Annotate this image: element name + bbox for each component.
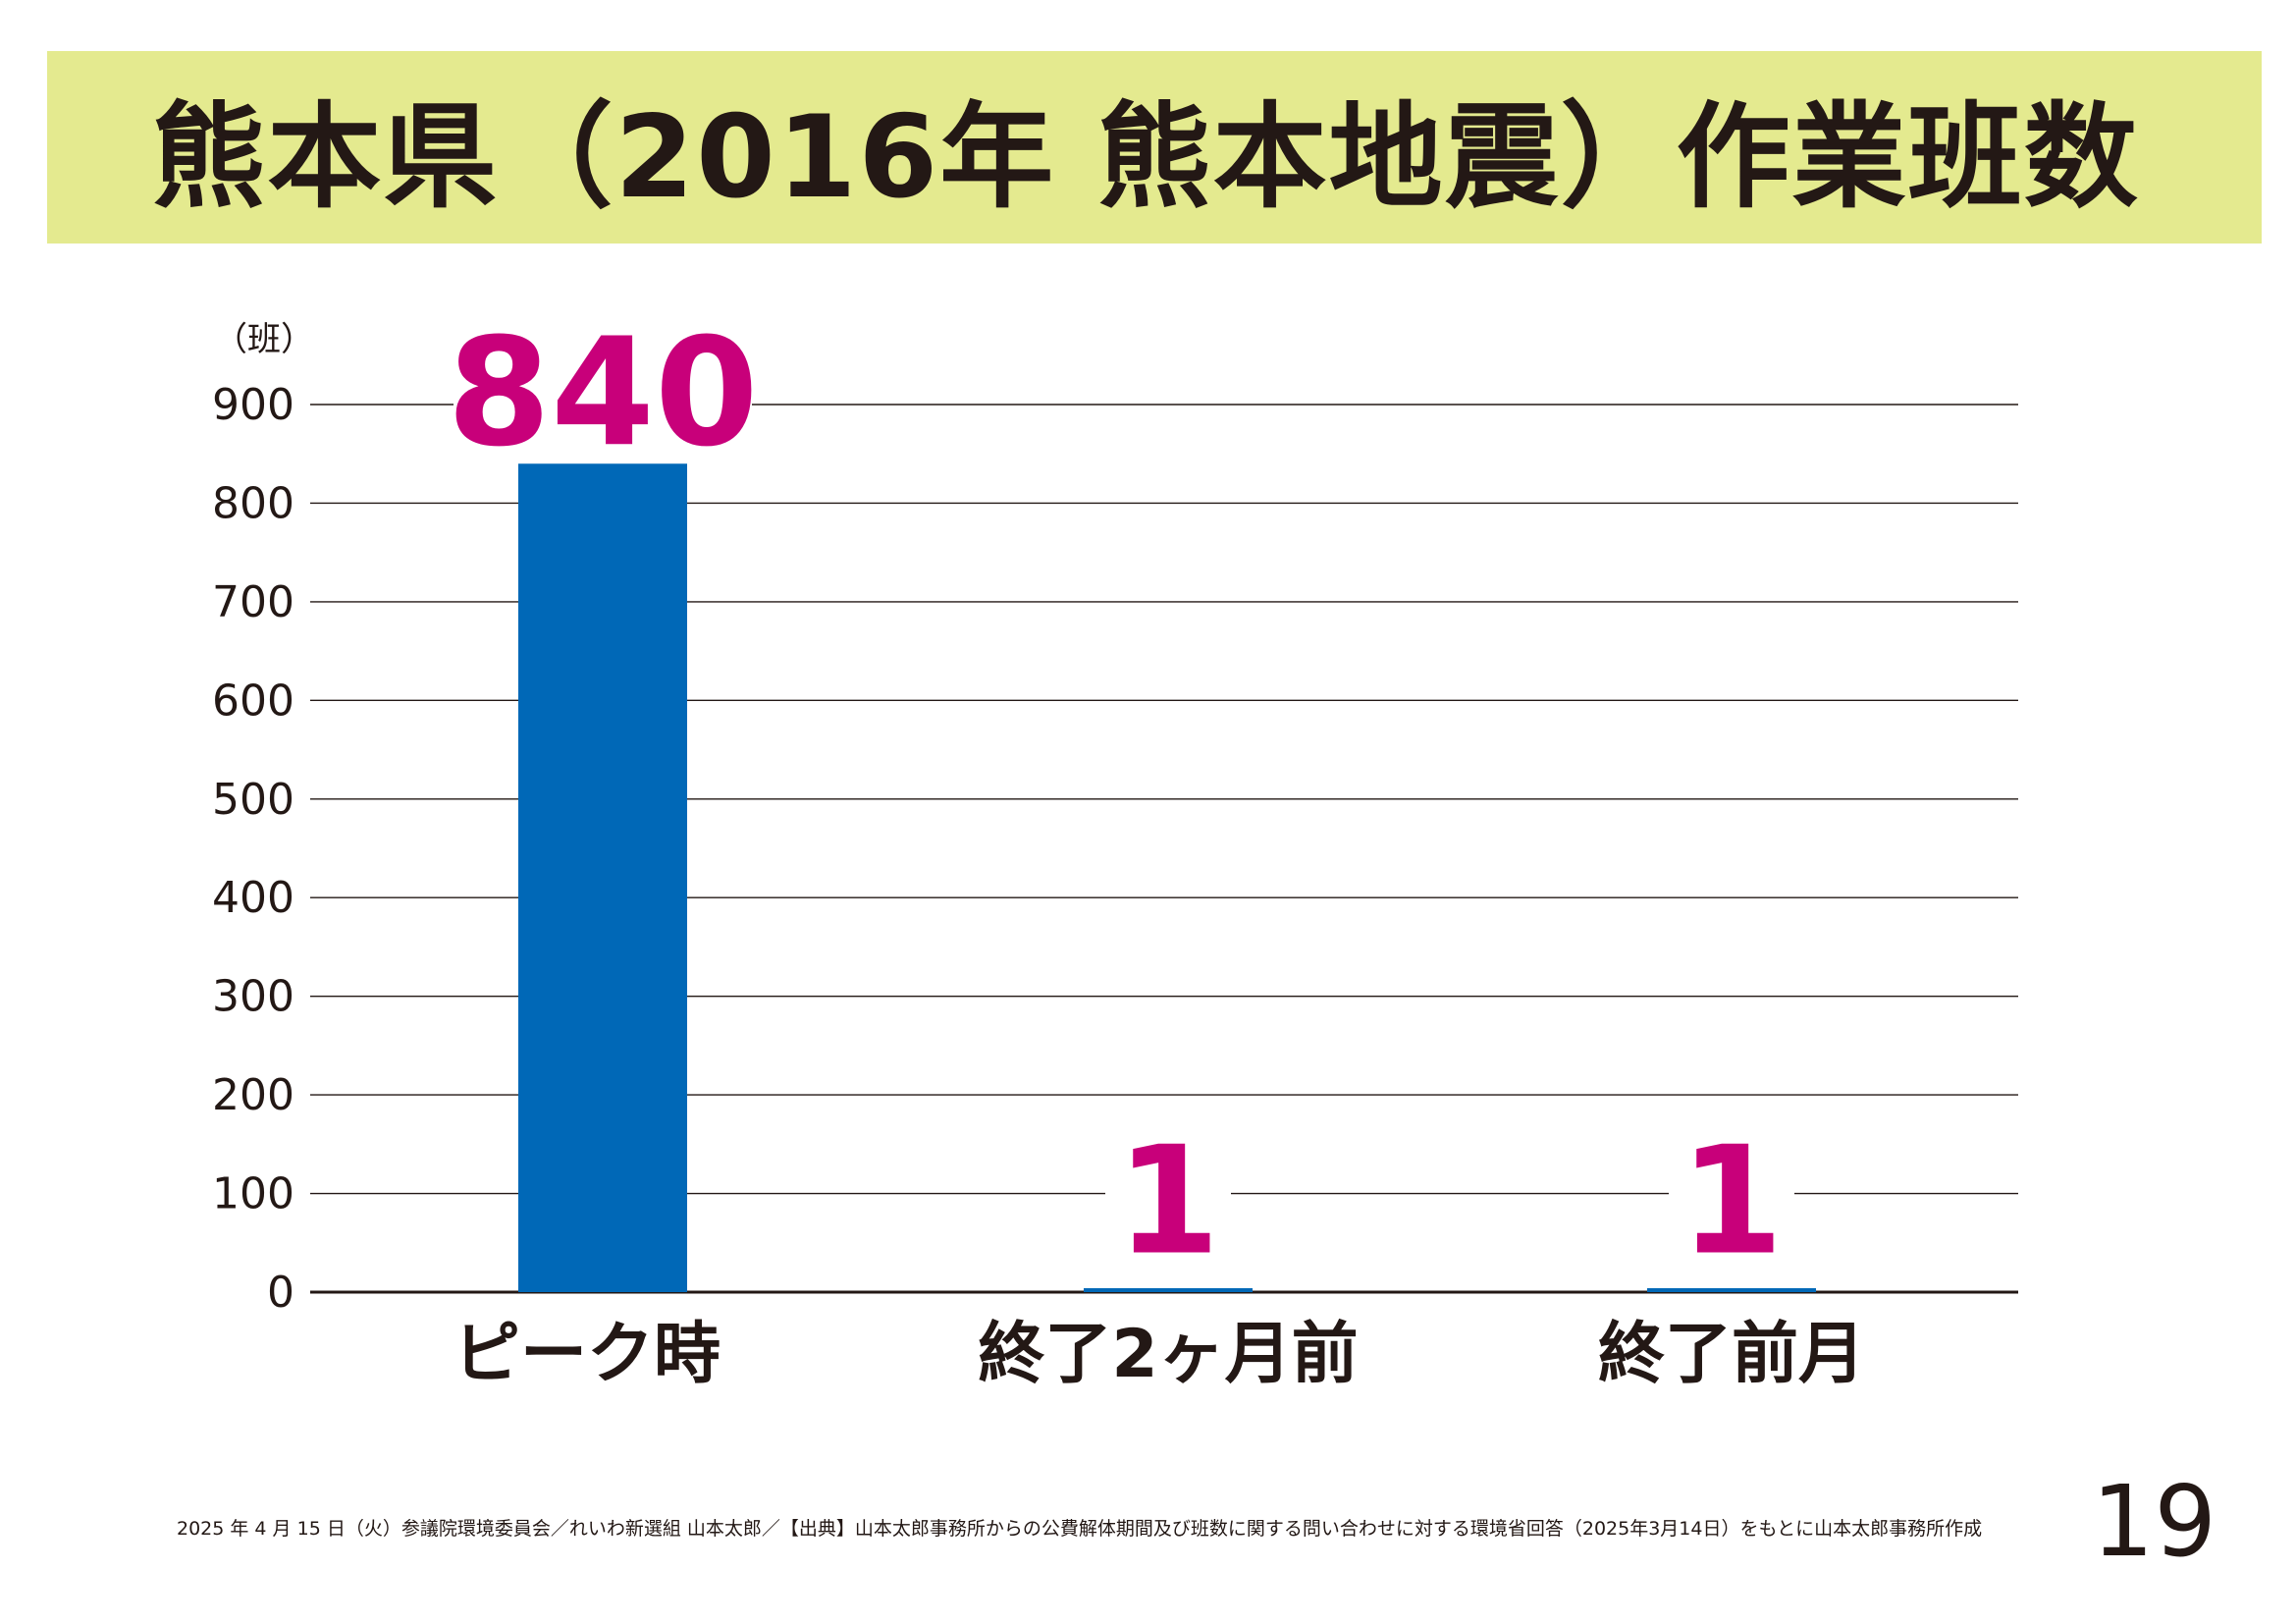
- y-axis-unit-label: （班）: [214, 320, 314, 359]
- category-label: 終了前月: [1598, 1316, 1865, 1393]
- data-label-backdrop: [1105, 1134, 1231, 1261]
- page-number: 19: [2091, 1464, 2216, 1579]
- y-tick-label: 900: [212, 380, 294, 430]
- page-title: 熊本県（2016年 熊本地震）作業班数: [151, 91, 2140, 224]
- y-tick-label: 800: [212, 478, 294, 528]
- data-label-backdrop: [454, 326, 752, 453]
- y-tick-label: 100: [212, 1169, 294, 1219]
- title-band: 熊本県（2016年 熊本地震）作業班数: [47, 51, 2262, 244]
- category-label: ピーク時: [454, 1316, 721, 1393]
- y-tick-label: 200: [212, 1070, 294, 1120]
- data-label: 1: [1116, 1114, 1220, 1288]
- category-labels: ピーク時 終了2ヶ月前 終了前月: [454, 1316, 1865, 1393]
- data-label-backdrop: [1669, 1134, 1794, 1261]
- y-tick-label: 700: [212, 577, 294, 627]
- bar: [1084, 1288, 1253, 1292]
- data-label: 1: [1680, 1114, 1784, 1288]
- y-tick-label: 0: [267, 1268, 294, 1318]
- y-tick-label: 500: [212, 775, 294, 825]
- data-labels: 840 1 1: [447, 305, 1794, 1288]
- bar: [518, 463, 687, 1292]
- bars: [518, 463, 1816, 1292]
- footer-source-note: 2025 年 4 月 15 日（火）参議院環境委員会／れいわ新選組 山本太郎／【…: [177, 1518, 1983, 1540]
- data-label: 840: [447, 305, 758, 479]
- y-tick-label: 400: [212, 873, 294, 923]
- y-axis-ticks: 0 100 200 300 400 500 600 700 800 900: [212, 380, 294, 1318]
- bar: [1647, 1288, 1816, 1292]
- y-tick-label: 300: [212, 972, 294, 1022]
- category-label: 終了2ヶ月前: [978, 1316, 1358, 1393]
- y-tick-label: 600: [212, 676, 294, 726]
